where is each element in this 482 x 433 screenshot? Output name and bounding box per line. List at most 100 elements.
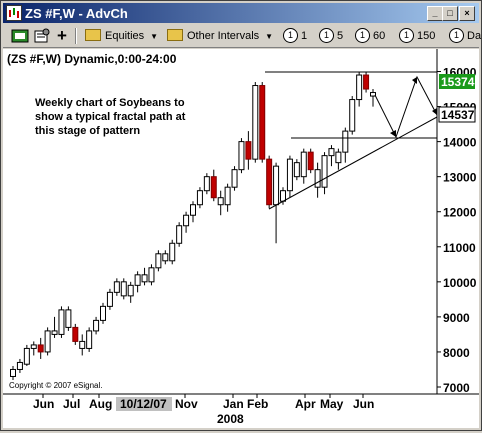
candle-body [23, 347, 30, 365]
candle-body [162, 253, 169, 262]
time-tick-label: Aug [89, 397, 112, 411]
chevron-down-icon: ▼ [150, 32, 159, 41]
interval-prefix-icon: 1 [399, 27, 414, 43]
candle-body [280, 190, 286, 202]
candle-body [349, 99, 356, 132]
candle-body [120, 281, 127, 297]
equities-dropdown[interactable]: Equities ▼ [85, 28, 158, 44]
candle-body [16, 361, 23, 370]
window-title: ZS #F,W - AdvCh [25, 6, 128, 21]
candle-body [210, 176, 217, 199]
candle-body [252, 85, 259, 160]
annotation-line-3: this stage of pattern [35, 125, 140, 137]
candle-body [183, 214, 190, 227]
candle-body [203, 176, 210, 192]
trendline[interactable] [268, 116, 438, 210]
cursor-date-badge [116, 397, 172, 411]
copyright-text: Copyright © 2007 eSignal. [9, 381, 103, 390]
time-tick-label: Jul [63, 397, 80, 411]
time-tick-label: Feb [247, 397, 268, 411]
fractal-path-line[interactable] [374, 75, 438, 139]
price-tick-label: 12000 [443, 206, 477, 220]
chart-app-icon[interactable] [6, 5, 22, 21]
price-tick-label: 8000 [443, 346, 470, 360]
candle-body [300, 151, 307, 178]
interval-prefix-icon: 1 [319, 27, 334, 43]
other-intervals-dropdown[interactable]: Other Intervals ▼ [167, 28, 273, 44]
candle-body [245, 141, 252, 160]
candle-body [51, 330, 58, 335]
chart-area[interactable]: 7000800090001000011000120001300014000150… [3, 49, 479, 428]
candle-body [217, 197, 224, 206]
folder-icon [167, 29, 183, 42]
interval-prefix-icon: 1 [449, 27, 464, 43]
folder-icon [85, 29, 101, 42]
other-intervals-label: Other Intervals [187, 30, 260, 42]
candle-body [286, 158, 293, 192]
candle-body [259, 85, 266, 160]
arrow-head-icon [390, 130, 396, 137]
interval-button-60[interactable]: 1 60 [355, 27, 385, 44]
candle-body [44, 330, 51, 353]
candle-body [58, 309, 65, 335]
properties-icon[interactable] [33, 28, 51, 44]
chart-link-icon[interactable] [11, 28, 29, 44]
annotation-line-2: show a typical fractal path at [35, 111, 186, 123]
interval-prefix-icon: 1 [283, 27, 298, 43]
cursor-date-label: 10/12/07 [120, 397, 167, 411]
candle-body [127, 284, 134, 297]
candle-body [79, 340, 86, 349]
candle-body [370, 92, 376, 97]
title-bar[interactable]: ZS #F,W - AdvCh _ □ × [3, 3, 479, 23]
candle-body [176, 225, 183, 244]
candle-body [37, 344, 44, 353]
time-tick-label: Jun [33, 397, 54, 411]
candle-body [238, 141, 245, 171]
time-tick-label: Nov [175, 397, 198, 411]
arrow-head-icon [432, 108, 437, 115]
candle-body [307, 151, 314, 171]
close-button[interactable]: × [459, 6, 475, 21]
candle-body [328, 148, 335, 157]
add-symbol-button[interactable]: + [57, 26, 67, 45]
interval-button-150[interactable]: 1 150 [399, 27, 435, 44]
time-tick-label: Apr [295, 397, 316, 411]
price-tick-label: 9000 [443, 311, 470, 325]
candle-body [190, 204, 196, 216]
candle-body [148, 267, 155, 283]
cursor-price-label: 14537 [441, 108, 475, 122]
candle-body [65, 309, 72, 328]
maximize-button[interactable]: □ [442, 6, 458, 21]
candle-body [10, 368, 16, 377]
candle-body [224, 186, 231, 206]
candle-body [314, 169, 321, 188]
price-chart[interactable]: 7000800090001000011000120001300014000150… [3, 49, 479, 428]
candle-body [363, 74, 370, 90]
equities-label: Equities [105, 30, 145, 42]
chart-background [3, 49, 479, 428]
minimize-button[interactable]: _ [427, 6, 443, 21]
candle-body [134, 274, 141, 286]
time-tick-label: Jan [223, 397, 244, 411]
interval-button-daily[interactable]: 1 Da [449, 27, 481, 44]
chevron-down-icon: ▼ [265, 32, 274, 41]
year-label: 2008 [217, 412, 244, 426]
price-tick-label: 13000 [443, 171, 477, 185]
last-price-badge [439, 74, 475, 89]
toolbar-separator [75, 28, 77, 44]
price-tick-label: 7000 [443, 381, 470, 395]
candle-body [30, 344, 37, 349]
last-price-label: 15374 [441, 75, 475, 89]
price-tick-label: 10000 [443, 276, 477, 290]
candle-body [113, 281, 120, 293]
candle-body [335, 151, 342, 164]
candle-body [93, 319, 100, 332]
time-tick-label: Jun [353, 397, 374, 411]
candle-body [356, 74, 363, 101]
candle-body [231, 169, 238, 188]
interval-prefix-icon: 1 [355, 27, 370, 43]
